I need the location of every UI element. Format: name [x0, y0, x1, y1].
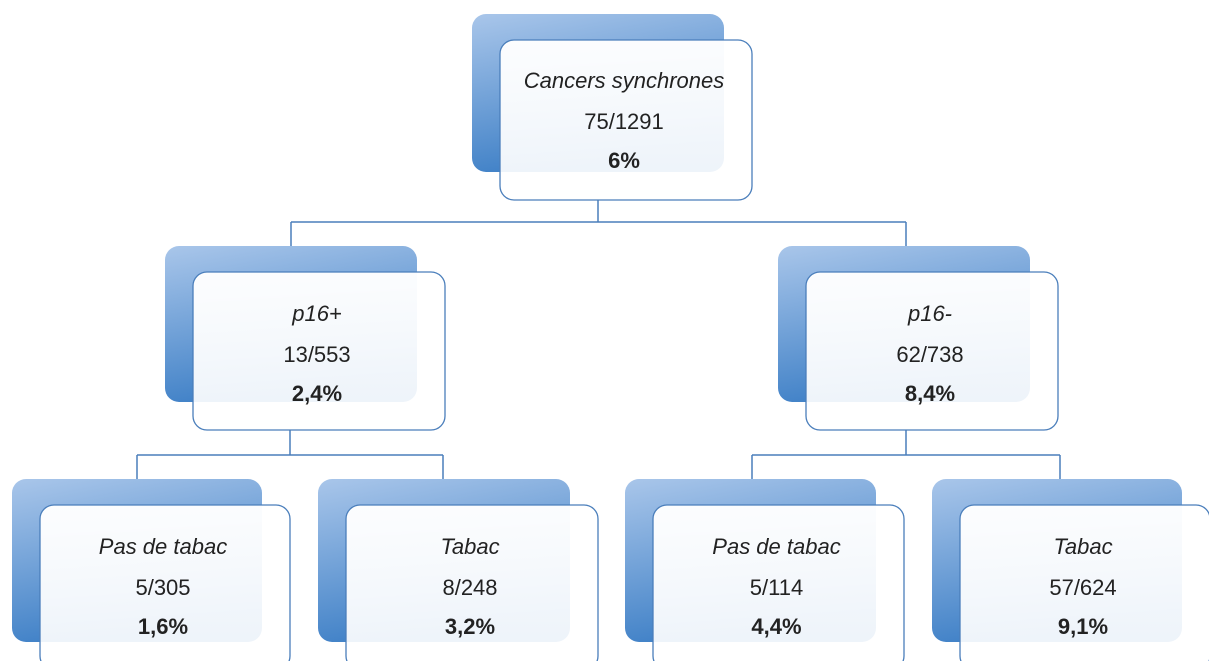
node-percent: 9,1% [1058, 614, 1108, 639]
node-box [959, 504, 1209, 661]
node: Cancers synchrones 75/1291 6% [472, 14, 753, 201]
node-label: Tabac [1053, 534, 1112, 559]
node-fraction: 62/738 [896, 342, 963, 367]
connector [136, 430, 444, 505]
node: Pas de tabac 5/114 4,4% [625, 479, 905, 661]
nodes: Cancers synchrones 75/1291 6% p16+ 13/553 2,4… [12, 14, 1209, 661]
node-fraction: 13/553 [283, 342, 350, 367]
node-box [805, 271, 1059, 431]
node-percent: 2,4% [292, 381, 342, 406]
node-box [652, 504, 905, 661]
connectors [136, 200, 1061, 505]
connector [290, 200, 907, 272]
node-label: Pas de tabac [99, 534, 227, 559]
node-label: p16+ [291, 301, 342, 326]
node-percent: 3,2% [445, 614, 495, 639]
connector [751, 430, 1061, 505]
node: Tabac 57/624 9,1% [932, 479, 1209, 661]
node-percent: 4,4% [751, 614, 801, 639]
node: Pas de tabac 5/305 1,6% [12, 479, 291, 661]
node-box [345, 504, 599, 661]
node-label: p16- [907, 301, 952, 326]
node-fraction: 5/114 [750, 575, 803, 600]
node-percent: 6% [608, 148, 640, 173]
node-fraction: 75/1291 [584, 109, 664, 134]
node-percent: 8,4% [905, 381, 955, 406]
node-fraction: 5/305 [135, 575, 190, 600]
node-box [499, 39, 753, 201]
node-fraction: 8/248 [442, 575, 497, 600]
node-label: Tabac [440, 534, 499, 559]
node: Tabac 8/248 3,2% [318, 479, 599, 661]
node: p16+ 13/553 2,4% [165, 246, 446, 431]
node-label: Pas de tabac [712, 534, 840, 559]
node-box [39, 504, 291, 661]
node: p16- 62/738 8,4% [778, 246, 1059, 431]
node-fraction: 57/624 [1049, 575, 1116, 600]
node-percent: 1,6% [138, 614, 188, 639]
node-box [192, 271, 446, 431]
node-label: Cancers synchrones [524, 68, 725, 93]
